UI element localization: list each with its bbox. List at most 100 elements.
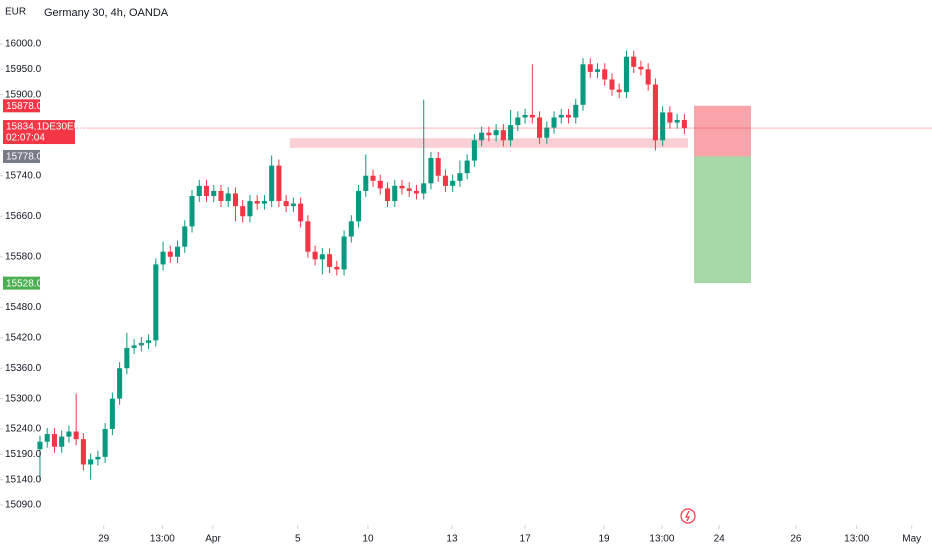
candle-body xyxy=(254,201,260,204)
candle-body xyxy=(146,340,152,343)
candle-body xyxy=(370,175,376,181)
price-label: 15878.0 xyxy=(6,101,43,112)
candle-body xyxy=(203,185,210,196)
candle-body xyxy=(450,180,456,186)
symbol-label: DE30EUR xyxy=(42,122,88,133)
candle-body xyxy=(522,114,528,118)
y-tick-label: 15140.0 xyxy=(5,474,42,485)
candle-body xyxy=(51,434,57,447)
candle-body xyxy=(232,193,238,207)
candle-body xyxy=(464,160,470,174)
candle-body xyxy=(240,206,246,217)
candle-body xyxy=(674,120,680,123)
candle-body xyxy=(623,56,629,93)
candle-body xyxy=(182,226,188,247)
candle-body xyxy=(66,431,72,437)
candle-body xyxy=(196,185,202,196)
candle-body xyxy=(660,112,666,141)
x-tick-label: 26 xyxy=(790,534,802,545)
candle-body xyxy=(59,436,65,447)
candle-body xyxy=(218,190,224,202)
candle-body xyxy=(80,439,86,465)
candle-body xyxy=(645,69,651,85)
x-tick-label: 13:00 xyxy=(844,534,869,545)
candle-body xyxy=(652,84,658,141)
candle-body xyxy=(356,190,362,222)
candle-body xyxy=(124,347,130,369)
candle-body xyxy=(406,188,412,191)
candle-body xyxy=(153,264,159,341)
candle-body xyxy=(290,203,296,207)
alert-bolt[interactable] xyxy=(685,510,690,522)
x-tick-label: 29 xyxy=(98,534,110,545)
candle-body xyxy=(500,130,506,141)
y-tick-label: 15300.0 xyxy=(5,393,42,404)
candle-body xyxy=(283,201,289,207)
candle-body xyxy=(565,114,572,118)
candle-body xyxy=(276,165,282,202)
candle-body xyxy=(384,188,391,202)
candle-body xyxy=(544,127,550,138)
position-stop-area xyxy=(694,105,751,157)
x-tick-label: 13 xyxy=(446,534,458,545)
price-label: 15528.0 xyxy=(6,278,43,289)
alert-circle[interactable] xyxy=(680,508,696,524)
candle-body xyxy=(486,132,492,136)
overlay-layer xyxy=(40,105,932,284)
y-tick-label: 15580.0 xyxy=(5,251,42,262)
candle-body xyxy=(457,173,463,181)
candle-body xyxy=(479,132,485,141)
candle-body xyxy=(88,459,94,465)
candle-body xyxy=(117,368,123,399)
candle-body xyxy=(638,66,644,70)
candle-body xyxy=(551,117,557,128)
candle-body xyxy=(631,56,637,67)
candle-body xyxy=(131,345,137,348)
y-tick-label: 15190.0 xyxy=(5,449,42,460)
candle-body xyxy=(435,157,441,176)
candle-body xyxy=(73,431,79,440)
alert-icon[interactable] xyxy=(680,508,696,524)
candle-body xyxy=(305,221,311,252)
y-tick-label: 15660.0 xyxy=(5,211,42,222)
candle-body xyxy=(537,117,543,138)
axis-layer: 16000.0 15950.0 15900.0 15740.0 15660.0 15580… xyxy=(0,39,921,545)
x-tick-label: 19 xyxy=(598,534,610,545)
candle-body xyxy=(558,114,564,118)
candle-body xyxy=(515,117,521,126)
candle-body xyxy=(211,190,217,196)
candle-body xyxy=(508,125,514,141)
candle-body xyxy=(312,251,318,260)
candle-body xyxy=(341,236,347,270)
x-tick-label: 13:00 xyxy=(150,534,175,545)
candle-body xyxy=(319,254,325,260)
x-tick-label: 17 xyxy=(520,534,532,545)
candle-body xyxy=(399,185,405,189)
candle-body xyxy=(167,251,173,257)
y-tick-label: 15740.0 xyxy=(5,170,42,181)
last-price-label: 15834.1 xyxy=(6,122,43,133)
candle-body xyxy=(348,221,354,237)
price-label: 15778.0 xyxy=(6,152,43,163)
candle-body xyxy=(377,180,383,189)
position-target-area xyxy=(694,156,751,284)
price-label-box xyxy=(3,99,40,113)
candle-body xyxy=(261,201,267,204)
candle-body xyxy=(189,195,195,227)
price-label-box xyxy=(3,149,40,163)
candle-body xyxy=(102,429,108,457)
y-tick-label: 15360.0 xyxy=(5,363,42,374)
candle-body xyxy=(363,175,369,191)
candle-body xyxy=(269,165,275,202)
candle-body xyxy=(225,193,231,202)
candles-layer xyxy=(37,50,687,480)
candle-body xyxy=(37,441,43,450)
x-tick-label: 10 xyxy=(362,534,374,545)
candle-body xyxy=(175,246,181,257)
candle-body xyxy=(609,79,615,90)
candle-body xyxy=(247,201,253,217)
countdown-label: 02:07:04 xyxy=(6,133,45,144)
candle-body xyxy=(573,104,579,118)
